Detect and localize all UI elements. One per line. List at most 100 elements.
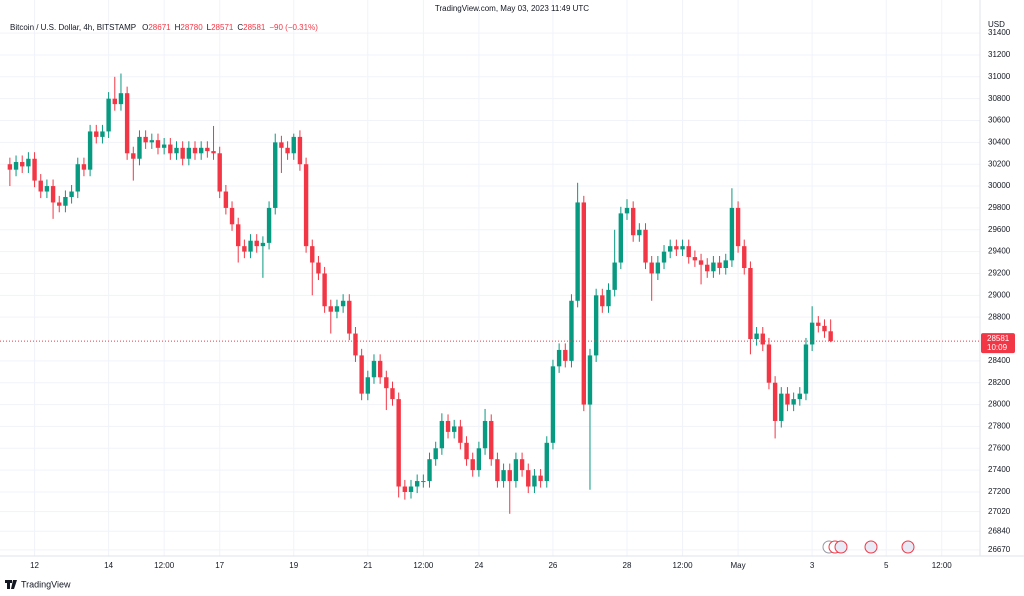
candle-body	[803, 344, 809, 394]
candle-body	[630, 207, 636, 236]
change: −90 (−0.31%)	[269, 23, 318, 32]
candle-body	[124, 93, 130, 154]
candle-body	[427, 459, 432, 482]
y-tick-label: 28200	[988, 378, 1011, 387]
candle-body	[211, 151, 216, 154]
y-tick-label: 30800	[988, 94, 1011, 103]
candle-body	[766, 344, 772, 383]
candle-body	[322, 273, 327, 307]
candle-body	[75, 164, 80, 192]
candle-body	[705, 264, 710, 272]
candle-body	[686, 246, 691, 258]
candle-body	[205, 147, 210, 152]
candle-body	[507, 470, 512, 482]
candle-body	[668, 246, 673, 252]
candle-body	[297, 136, 303, 165]
header: TradingView.com, May 03, 2023 11:49 UTC	[435, 4, 589, 13]
candle-body	[291, 136, 296, 154]
candle-body	[260, 242, 266, 247]
candle-body	[649, 262, 654, 274]
candle-body	[359, 355, 364, 394]
y-tick-label: 31400	[988, 28, 1011, 37]
candle-body	[600, 295, 605, 307]
candles	[7, 73, 833, 514]
candle-body	[334, 306, 340, 312]
x-tick-label: 5	[884, 561, 889, 570]
candle-body	[328, 306, 333, 312]
candle-body	[723, 260, 728, 269]
candle-body	[303, 164, 309, 247]
candle-body	[513, 459, 519, 482]
candle-body	[587, 355, 593, 405]
y-tick-label: 31000	[988, 72, 1011, 81]
event-icon	[901, 540, 915, 554]
y-tick-label: 30000	[988, 181, 1011, 190]
y-tick-label: 29400	[988, 247, 1011, 256]
x-tick-label: 28	[623, 561, 632, 570]
brand-logo	[5, 580, 17, 589]
ohlc-letter: L	[207, 23, 212, 32]
candle-body	[137, 136, 142, 159]
candle-body	[439, 420, 445, 449]
ohlc-value: 28780	[180, 23, 203, 32]
candle-body	[519, 459, 525, 471]
y-tick-label: 27600	[988, 443, 1011, 452]
y-tick-label: 27020	[988, 507, 1011, 516]
y-tick-label: 30600	[988, 116, 1011, 125]
candle-body	[421, 481, 426, 483]
candle-body	[680, 246, 685, 250]
candle-body	[809, 322, 815, 345]
price-label-box	[981, 333, 1015, 354]
candle-body	[186, 147, 192, 159]
candle-body	[229, 207, 235, 225]
candle-body	[760, 333, 765, 345]
candle-body	[495, 459, 500, 482]
event-icons	[822, 540, 915, 554]
candle-body	[310, 246, 315, 263]
candle-body	[748, 268, 753, 340]
candle-body	[198, 147, 204, 154]
candle-body	[742, 246, 747, 269]
candle-body	[285, 147, 290, 154]
candle-body	[94, 131, 99, 137]
candle-body	[606, 289, 611, 307]
y-tick-label: 27400	[988, 465, 1011, 474]
candle-body	[26, 158, 31, 167]
candle-body	[414, 481, 420, 487]
ohlc-value: 28581	[243, 23, 266, 32]
x-tick-label: 12:00	[413, 561, 434, 570]
candle-body	[482, 420, 488, 449]
candle-body	[168, 144, 173, 154]
y-tick-label: 28400	[988, 356, 1011, 365]
candle-body	[569, 300, 574, 361]
candle-body	[655, 262, 661, 274]
candle-body	[192, 147, 198, 154]
y-tick-label: 26670	[988, 545, 1011, 554]
x-tick-label: 17	[215, 561, 224, 570]
currency: USD	[988, 20, 1005, 29]
candle-body	[143, 136, 148, 143]
candle-body	[396, 399, 401, 487]
candle-body	[470, 459, 475, 471]
candle-body	[353, 333, 358, 356]
candle-body	[316, 262, 321, 274]
candle-body	[149, 140, 155, 143]
candle-body	[38, 180, 43, 192]
brand-name: TradingView	[21, 579, 71, 589]
candle-body	[236, 224, 241, 247]
candle-body	[550, 366, 556, 443]
candle-body	[556, 349, 562, 367]
y-tick-label: 26840	[988, 526, 1011, 535]
candle-body	[822, 325, 827, 332]
x-tick-label: 12	[30, 561, 39, 570]
candle-body	[458, 426, 463, 443]
y-tick-label: 28000	[988, 400, 1011, 409]
y-tick-label: 31200	[988, 50, 1011, 59]
y-tick-label: 28800	[988, 312, 1011, 321]
candle-body	[161, 144, 167, 148]
candle-body	[266, 207, 272, 243]
candle-body	[445, 420, 451, 432]
candle-body	[643, 229, 648, 263]
x-tick-label: 12:00	[154, 561, 175, 570]
